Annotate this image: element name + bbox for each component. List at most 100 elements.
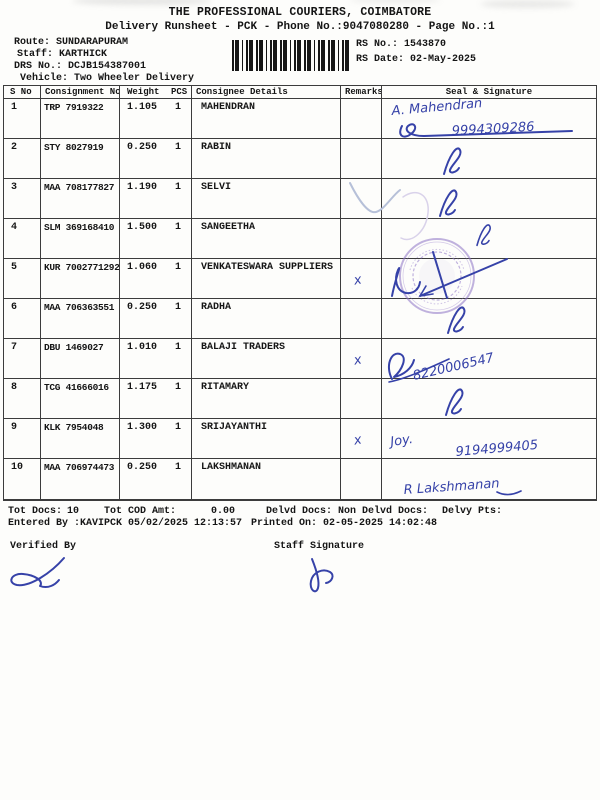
table-row: 6 MAA 706363551 0.250 1 RADHA: [4, 299, 596, 339]
header-s-no: S No: [4, 86, 41, 99]
cell-s-no: 3: [4, 179, 41, 219]
cell-consignee: MAHENDRAN: [192, 99, 341, 139]
vehicle-line: Vehicle: Two Wheeler Delivery: [20, 72, 195, 84]
cell-s-no: 6: [4, 299, 41, 339]
cell-consignee: RABIN: [192, 139, 341, 179]
cell-remark: [341, 379, 382, 419]
delvd-docs-label: Delvd Docs:: [266, 506, 333, 517]
handwritten-remark-mark: x: [352, 272, 363, 289]
header-pcs: PCS: [166, 86, 192, 99]
cell-consignee: BALAJI TRADERS: [192, 339, 341, 379]
cell-s-no: 7: [4, 339, 41, 379]
cell-weight: 0.250: [127, 462, 158, 473]
cell-seal-signature: [382, 179, 596, 219]
table-row: 2 STY 8027919 0.250 1 RABIN: [4, 139, 596, 179]
cell-remark: [341, 99, 382, 139]
cell-seal-signature: [382, 139, 596, 179]
verified-by-signature: [10, 557, 65, 589]
document-title: THE PROFESSIONAL COURIERS, COIMBATORE: [168, 6, 432, 19]
cell-pcs: 1: [166, 379, 192, 419]
cell-weight: 1.105: [120, 99, 166, 139]
table-row: 1 TRP 7919322 1.105 1 MAHENDRAN: [4, 99, 596, 139]
cell-weight: 1.175: [120, 379, 166, 419]
staff-signature-label: Staff Signature: [274, 541, 365, 552]
cell-pcs: 1: [166, 459, 192, 499]
cell-remark: x: [341, 419, 382, 459]
cell-consignee: VENKATESWARA SUPPLIERS: [192, 259, 341, 299]
rs-info-block: RS No.: 1543870 RS Date: 02-May-2025: [356, 38, 476, 67]
staff-signature-mark: [309, 558, 334, 593]
rs-no-line: RS No.: 1543870: [356, 39, 447, 50]
cell-consignee: SELVI: [192, 179, 341, 219]
cell-s-no: 4: [4, 219, 41, 259]
header-consignment: Consignment No: [41, 86, 120, 99]
verified-by-label: Verified By: [10, 541, 77, 552]
cell-consignee: RADHA: [192, 299, 341, 339]
cell-pcs: 1: [166, 99, 192, 139]
tot-cod-label: Tot COD Amt:: [104, 506, 177, 517]
cell-pcs: 1: [166, 219, 192, 259]
cell-s-no: 10: [4, 459, 41, 499]
cell-weight: 1.190: [120, 179, 166, 219]
cell-seal-signature: [382, 339, 596, 379]
cell-remark: [341, 139, 382, 179]
cell-weight: 1.300: [120, 419, 166, 459]
table-row: 4 SLM 369168410 1.500 1 SANGEETHA: [4, 219, 596, 259]
cell-consignment: MAA 708177827: [41, 179, 120, 219]
cell-weight: 1.060: [120, 259, 166, 299]
cell-s-no: 9: [4, 419, 41, 459]
cell-consignment: KUR 7002771292: [41, 259, 120, 299]
header-consignee: Consignee Details: [192, 86, 341, 99]
tot-docs-label: Tot Docs:: [8, 506, 63, 517]
table-body: 1 TRP 7919322 1.105 1 MAHENDRAN 2 STY 80…: [4, 99, 596, 499]
cell-s-no: 2: [4, 139, 41, 179]
printed-on-line: Printed On: 02-05-2025 14:02:48: [251, 518, 438, 529]
cell-pcs: 1: [166, 339, 192, 379]
cell-consignee: SRIJAYANTHI: [192, 419, 341, 459]
table-row: 9 KLK 7954048 1.300 1 SRIJAYANTHI x: [4, 419, 596, 459]
cell-consignment: STY 8027919: [41, 139, 120, 179]
cell-pcs: 1: [166, 419, 192, 459]
cell-consignment: SLM 369168410: [41, 219, 120, 259]
cell-pcs: 1: [166, 259, 192, 299]
table-header-row: S No Consignment No Weight PCS Consignee…: [4, 86, 596, 99]
cell-seal-signature: [382, 459, 596, 499]
header-remarks: Remarks: [341, 86, 382, 99]
cell-weight: 1.010: [120, 339, 166, 379]
cell-weight: 0.250: [120, 299, 166, 339]
cell-consignment: DBU 1469027: [41, 339, 120, 379]
cell-consignee: LAKSHMANAN: [192, 459, 341, 499]
table-row: 7 DBU 1469027 1.010 1 BALAJI TRADERS x: [4, 339, 596, 379]
cell-consignment: TCG 41666016: [41, 379, 120, 419]
cell-consignment: MAA 706363551: [41, 299, 120, 339]
cell-pcs: 1: [166, 139, 192, 179]
table-row: 10 MAA 706974473 0.250 1 LAKSHMANAN: [4, 459, 596, 499]
cell-remark: [341, 219, 382, 259]
cell-consignment: KLK 7954048: [41, 419, 120, 459]
handwritten-remark-mark: x: [352, 352, 363, 369]
cell-seal-signature: [382, 299, 596, 339]
delvy-pts-label: Delvy Pts:: [442, 506, 503, 517]
header-seal: Seal & Signature: [382, 86, 596, 99]
cell-consignment: TRP 7919322: [41, 99, 120, 139]
cell-seal-signature: [382, 419, 596, 459]
cell-weight: 0.250: [120, 139, 166, 179]
cell-s-no: 5: [4, 259, 41, 299]
cell-consignee: RITAMARY: [192, 379, 341, 419]
handwritten-remark-mark: x: [352, 432, 363, 449]
cell-remark: x: [341, 259, 382, 299]
cell-pcs: 1: [166, 179, 192, 219]
table-row: 5 KUR 7002771292 1.060 1 VENKATESWARA SU…: [4, 259, 596, 299]
cell-remark: [341, 179, 382, 219]
barcode-icon: [232, 40, 350, 71]
route-line: Route: SUNDARAPURAM: [14, 37, 129, 48]
cell-seal-signature: [382, 259, 596, 299]
runsheet-table: S No Consignment No Weight PCS Consignee…: [3, 85, 597, 501]
table-row: 8 TCG 41666016 1.175 1 RITAMARY: [4, 379, 596, 419]
rs-date-line: RS Date: 02-May-2025: [356, 53, 477, 65]
entered-by-line: Entered By :KAVIPCK 05/02/2025 12:13:57: [8, 518, 243, 529]
cell-seal-signature: [382, 219, 596, 259]
cell-seal-signature: [382, 99, 596, 139]
cell-remark: [341, 459, 382, 499]
